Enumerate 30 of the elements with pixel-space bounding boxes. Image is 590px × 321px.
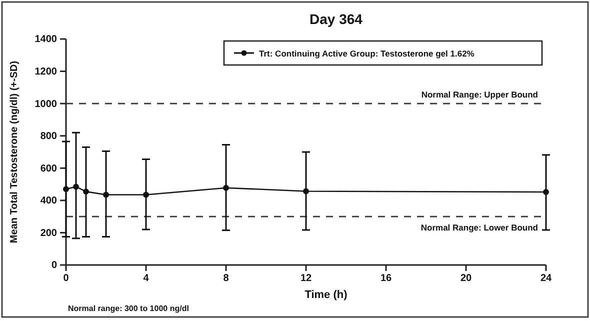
chart-title: Day 364 — [310, 11, 363, 27]
x-tick-label: 16 — [380, 273, 392, 284]
text: Normal range: 300 to 1000 ng/dl — [68, 304, 189, 313]
point — [73, 184, 79, 190]
point — [143, 192, 149, 198]
x-tick-label: 24 — [540, 273, 552, 284]
y-tick-label: 0 — [51, 260, 58, 272]
x-axis-title: Time (h) — [304, 289, 348, 301]
ref-line-label: Normal Range: Lower Bound — [420, 222, 538, 233]
point — [103, 192, 109, 198]
point — [63, 186, 69, 192]
point — [543, 189, 549, 196]
y-tick-label: 1000 — [34, 98, 58, 110]
point — [83, 188, 89, 195]
ref-line-label: Normal Range: Upper Bound — [421, 90, 538, 100]
point — [303, 188, 309, 194]
y-tick-label: 1200 — [34, 66, 58, 78]
x-tick-label: 8 — [223, 273, 230, 284]
y-tick-label: 800 — [40, 131, 58, 142]
x-tick-label: 0 — [63, 273, 70, 284]
y-tick-label: 200 — [40, 228, 58, 239]
point — [223, 184, 229, 191]
y-axis-title: Mean Total Testosterone (ng/dl) (+-SD) — [9, 60, 20, 244]
y-tick-label: 1400 — [34, 34, 58, 46]
x-tick-label: 4 — [143, 273, 150, 284]
y-tick-label: 600 — [40, 163, 58, 174]
x-tick-label: 12 — [300, 273, 312, 284]
x-tick-label: 20 — [460, 273, 472, 284]
legend-label: Trt: Continuing Active Group: Testosterone gel 1.62% — [259, 48, 475, 58]
y-tick-label: 400 — [40, 196, 58, 207]
